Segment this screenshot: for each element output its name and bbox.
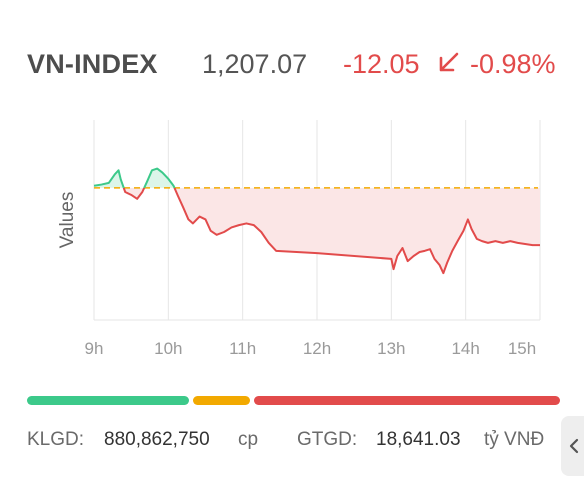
- intraday-chart: 9h 10h 11h 12h 13h 14h 15h Values: [57, 120, 541, 358]
- x-tick-label: 15h: [508, 339, 536, 358]
- price-line-up: [93, 167, 176, 188]
- trading-value-label: GTGD:: [297, 429, 358, 450]
- index-header: VN-INDEX 1,207.07 -12.05 -0.98%: [0, 0, 584, 110]
- trading-stats: KLGD: 880,862,750 cp GTGD: 18,641.03 tỷ …: [0, 425, 584, 455]
- x-tick-label: 14h: [451, 339, 479, 358]
- x-tick-label: 9h: [85, 339, 104, 358]
- arrow-down-left-icon: [439, 52, 459, 72]
- market-breadth-bar: [27, 396, 560, 405]
- index-change-percent: -0.98%: [470, 49, 556, 79]
- declining-bar: [254, 396, 560, 405]
- area-below-reference: [123, 187, 540, 274]
- volume-label: KLGD:: [27, 429, 85, 450]
- volume-unit: cp: [238, 429, 259, 450]
- index-name: VN-INDEX: [27, 49, 158, 79]
- side-panel-toggle[interactable]: [561, 416, 584, 476]
- chevron-left-icon: [569, 438, 579, 454]
- y-axis-label: Values: [57, 192, 78, 249]
- trading-value-unit: tỷ VNĐ: [484, 429, 545, 450]
- index-change: -12.05: [343, 49, 420, 79]
- advancing-bar: [27, 396, 189, 405]
- x-tick-label: 12h: [303, 339, 331, 358]
- price-line-down: [122, 187, 540, 275]
- unchanged-bar: [193, 396, 250, 405]
- x-tick-label: 10h: [154, 339, 182, 358]
- index-value: 1,207.07: [202, 49, 308, 79]
- trading-value: 18,641.03: [376, 429, 461, 450]
- volume-value: 880,862,750: [104, 429, 210, 450]
- x-tick-label: 11h: [229, 339, 256, 358]
- x-tick-label: 13h: [377, 339, 405, 358]
